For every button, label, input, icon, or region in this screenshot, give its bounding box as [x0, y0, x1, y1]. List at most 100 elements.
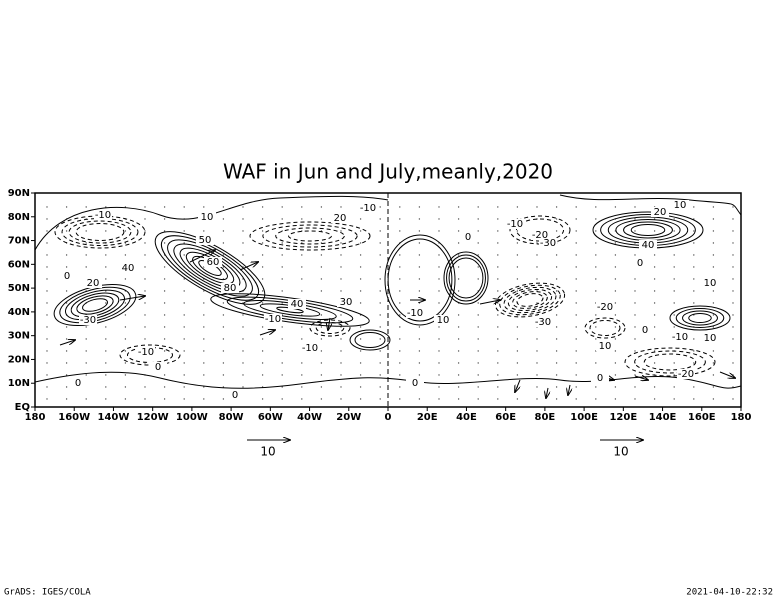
contour-label: -10	[95, 210, 111, 221]
grid-point	[477, 242, 479, 244]
grid-point	[673, 290, 675, 292]
grid-point	[46, 206, 48, 208]
contour-label-bg	[149, 362, 167, 372]
grid-point	[653, 338, 656, 340]
grid-point	[320, 254, 323, 256]
grid-point	[183, 398, 185, 400]
grid-point	[536, 362, 538, 364]
grid-point	[144, 254, 146, 256]
grid-point	[693, 278, 695, 280]
grid-point	[438, 374, 440, 376]
contour-line	[589, 320, 621, 336]
grid-point	[712, 314, 715, 316]
grid-point	[261, 362, 264, 364]
grid-point	[340, 278, 342, 280]
grid-point	[497, 218, 499, 220]
grid-point	[673, 278, 675, 280]
grid-point	[634, 278, 636, 280]
grid-point	[614, 302, 617, 304]
contour-label: 0	[597, 373, 603, 384]
grid-point	[399, 398, 401, 400]
grid-point	[320, 350, 323, 352]
y-tick-label: 80N	[8, 212, 30, 223]
grid-point	[144, 338, 146, 340]
grid-point	[340, 230, 342, 232]
vector-scale-label: 10	[613, 445, 628, 459]
grid-point	[379, 206, 381, 208]
grid-point	[261, 338, 264, 340]
grid-point	[732, 206, 734, 208]
grid-point	[477, 326, 479, 328]
contour-label-bg	[337, 297, 355, 307]
contour-line	[387, 238, 453, 322]
grid-point	[222, 398, 225, 400]
grid-point	[634, 302, 636, 304]
grid-point	[555, 314, 558, 316]
grid-point	[144, 290, 146, 292]
flux-vector	[634, 376, 648, 380]
y-tick-label: EQ	[15, 402, 30, 413]
grid-point	[438, 386, 440, 388]
contour-line	[499, 284, 561, 316]
grid-point	[163, 278, 166, 280]
grid-point	[614, 374, 617, 376]
grid-point	[477, 230, 479, 232]
grid-point	[183, 302, 185, 304]
contour-line	[173, 243, 247, 293]
grid-point	[653, 302, 656, 304]
grid-point	[477, 314, 479, 316]
grid-point	[105, 374, 107, 376]
grid-point	[105, 326, 107, 328]
grid-point	[732, 218, 734, 220]
contour-label-bg	[264, 314, 282, 324]
grid-point	[438, 290, 440, 292]
grid-point	[693, 302, 695, 304]
grid-point	[163, 314, 166, 316]
grid-point	[46, 314, 48, 316]
y-tick-label: 40N	[8, 307, 30, 318]
grid-point	[85, 374, 87, 376]
footer-right: 2021-04-10-22:32	[686, 588, 773, 598]
grid-point	[242, 350, 244, 352]
grid-point	[653, 254, 656, 256]
grid-point	[46, 218, 48, 220]
grid-point	[575, 206, 577, 208]
grid-point	[673, 398, 675, 400]
contour-label-bg	[69, 378, 87, 388]
x-tick-label: 100E	[570, 412, 598, 423]
grid-point	[320, 398, 323, 400]
grid-point	[614, 326, 617, 328]
grid-point	[183, 230, 185, 232]
grid-point	[163, 338, 166, 340]
grid-point	[653, 290, 656, 292]
contour-line	[315, 322, 345, 334]
x-tick-label: 120W	[137, 412, 169, 423]
grid-point	[693, 266, 695, 268]
contour-label-bg	[137, 347, 155, 357]
grid-point	[712, 242, 715, 244]
contour-line	[443, 251, 489, 305]
grid-point	[575, 242, 577, 244]
contour-label: 60	[207, 257, 220, 268]
grid-point	[124, 350, 127, 352]
grid-point	[457, 338, 460, 340]
grid-point	[320, 374, 323, 376]
grid-point	[497, 302, 499, 304]
grid-point	[242, 326, 244, 328]
grid-point	[183, 242, 185, 244]
grid-point	[105, 398, 107, 400]
grid-point	[614, 278, 617, 280]
grid-point	[222, 302, 225, 304]
grid-point	[693, 398, 695, 400]
grid-point	[183, 362, 185, 364]
contour-label-bg	[671, 200, 689, 210]
grid-point	[379, 230, 381, 232]
contour-line	[446, 254, 486, 302]
grid-point	[595, 338, 597, 340]
contour-line	[65, 289, 125, 321]
grid-point	[183, 206, 185, 208]
grid-point	[712, 254, 715, 256]
contour-label: 50	[199, 235, 212, 246]
grid-point	[281, 386, 283, 388]
grid-point	[418, 338, 421, 340]
